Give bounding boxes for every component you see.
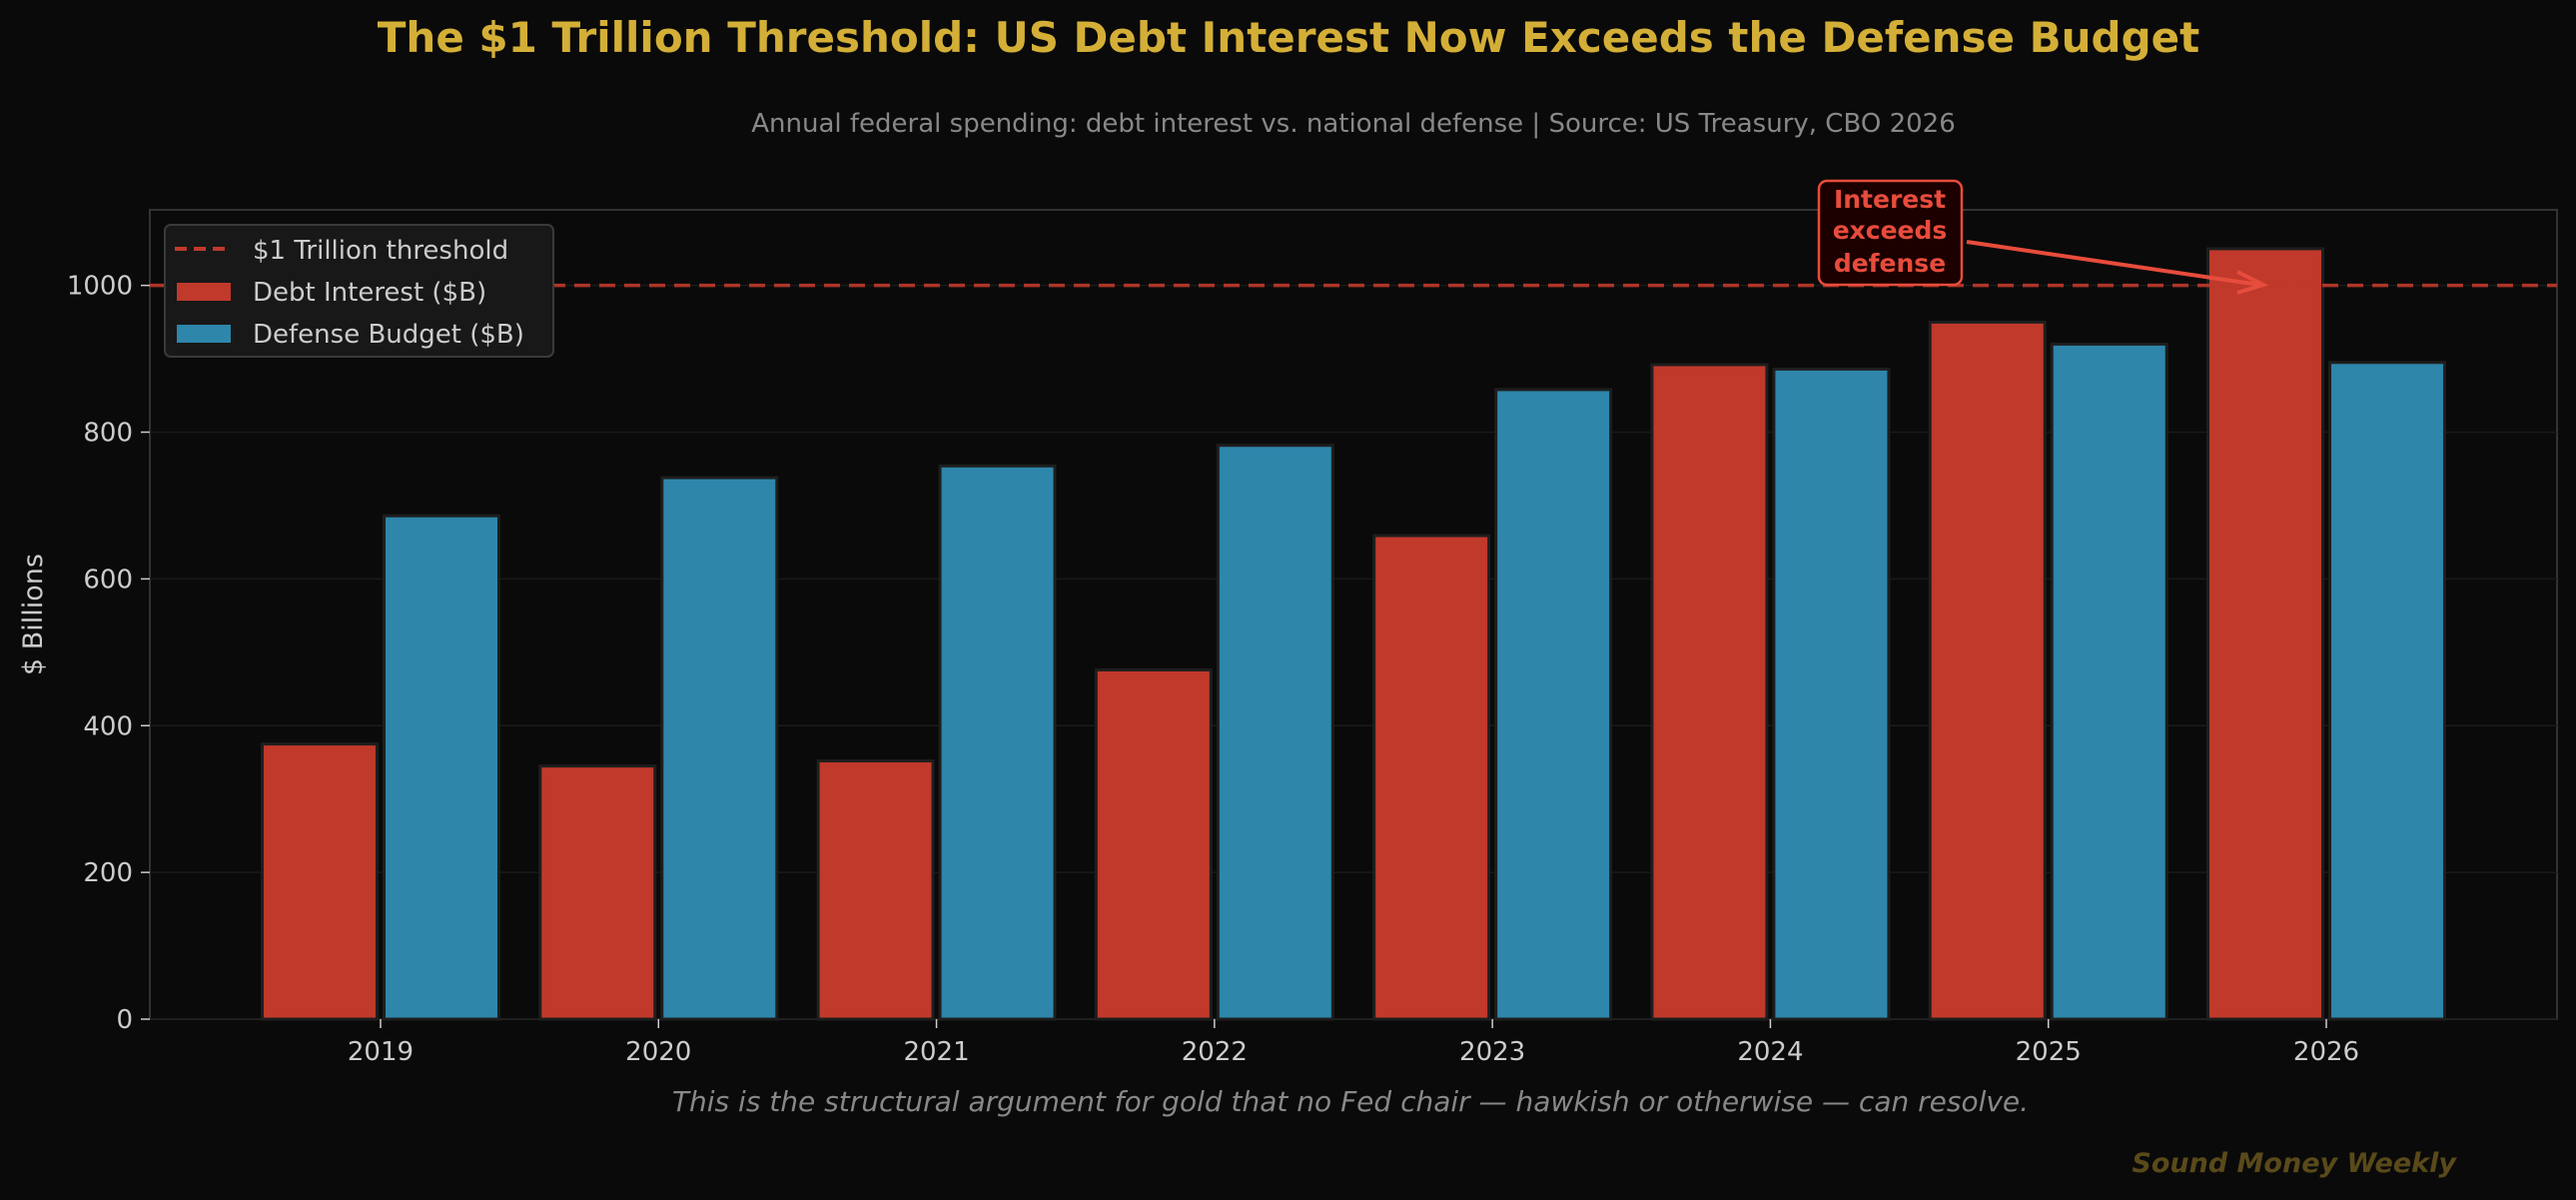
annotation-line-2: exceeds xyxy=(1833,216,1948,245)
y-tick-label: 0 xyxy=(116,1005,133,1035)
y-tick-label: 600 xyxy=(83,565,133,595)
bar-defense-2024 xyxy=(1772,367,1891,1021)
bar-debt-interest-2021 xyxy=(816,759,935,1021)
annotation-line-3: defense xyxy=(1834,249,1946,278)
bar-debt-interest-2020 xyxy=(538,764,657,1021)
bar-debt-interest-2022 xyxy=(1094,667,1213,1021)
bar-defense-2021 xyxy=(938,464,1057,1021)
annotation-line-1: Interest xyxy=(1834,185,1946,214)
y-tick-label: 400 xyxy=(83,711,133,741)
x-tick-label: 2024 xyxy=(1737,1037,1803,1067)
y-axis-label: $ Billions xyxy=(18,554,49,675)
bar-debt-interest-2025 xyxy=(1928,320,2047,1021)
x-tick-label: 2026 xyxy=(2293,1037,2359,1067)
legend-interest-swatch xyxy=(177,283,231,301)
legend-defense-label: Defense Budget ($B) xyxy=(253,320,524,350)
x-tick-label: 2020 xyxy=(625,1037,691,1067)
legend-interest-label: Debt Interest ($B) xyxy=(253,278,486,308)
bar-debt-interest-2024 xyxy=(1650,363,1769,1021)
annotation: Interest exceeds defense xyxy=(1817,179,2269,295)
bar-defense-2020 xyxy=(660,476,779,1021)
bars xyxy=(260,247,2447,1021)
x-tick-label: 2023 xyxy=(1459,1037,1525,1067)
arrowhead-icon xyxy=(2236,270,2269,295)
y-tick-label: 200 xyxy=(83,858,133,888)
y-tick-label: 800 xyxy=(83,419,133,449)
bar-debt-interest-2026 xyxy=(2206,247,2325,1021)
y-tick-label: 1000 xyxy=(67,272,133,302)
bar-defense-2026 xyxy=(2328,361,2447,1021)
bar-defense-2022 xyxy=(1216,444,1334,1021)
x-tick-label: 2019 xyxy=(348,1037,414,1067)
x-tick-label: 2025 xyxy=(2016,1037,2082,1067)
bar-defense-2025 xyxy=(2050,342,2168,1021)
y-axis: 0 200 400 600 800 1000 xyxy=(67,272,150,1035)
legend-threshold-label: $1 Trillion threshold xyxy=(253,236,508,266)
chart-title: The $1 Trillion Threshold: US Debt Inter… xyxy=(378,13,2199,62)
legend-defense-swatch xyxy=(177,325,231,343)
annotation-arrow xyxy=(1966,240,2260,287)
legend: $1 Trillion threshold Debt Interest ($B)… xyxy=(164,224,554,358)
bar-debt-interest-2019 xyxy=(260,742,379,1021)
bar-defense-2019 xyxy=(382,514,500,1021)
bar-defense-2023 xyxy=(1494,388,1613,1021)
watermark: Sound Money Weekly xyxy=(2132,1148,2457,1179)
chart-subtitle: Annual federal spending: debt interest v… xyxy=(751,109,1955,139)
x-axis: 2019 2020 2021 2022 2023 2024 2025 2026 xyxy=(348,1019,2359,1067)
x-tick-label: 2022 xyxy=(1182,1037,1248,1067)
bar-debt-interest-2023 xyxy=(1372,534,1491,1021)
x-tick-label: 2021 xyxy=(903,1037,969,1067)
footer-note: This is the structural argument for gold… xyxy=(672,1085,2029,1118)
